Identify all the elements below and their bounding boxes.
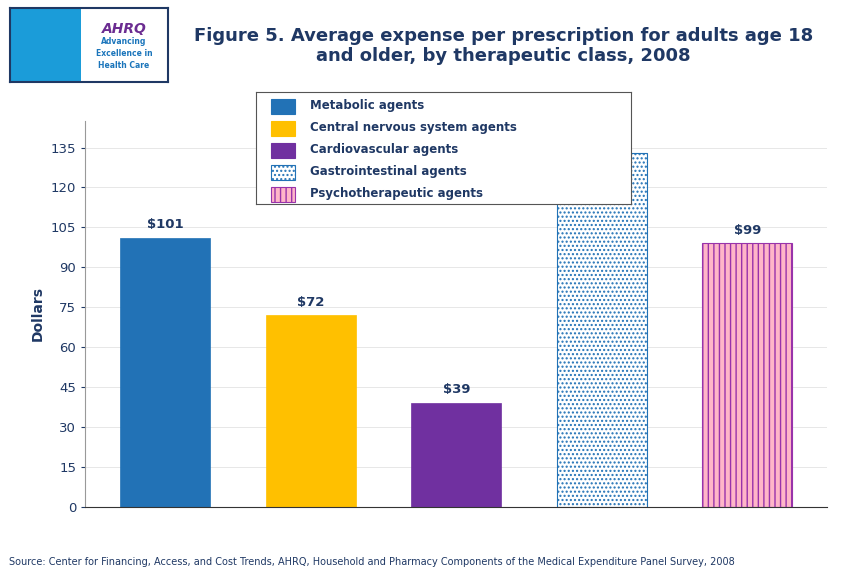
Text: $72: $72 (296, 295, 324, 309)
Bar (120, 238, 210, 507)
Bar (411, 403, 501, 507)
FancyBboxPatch shape (271, 165, 295, 180)
Text: Cardiovascular agents: Cardiovascular agents (310, 143, 458, 156)
Bar (266, 315, 355, 507)
Text: $39: $39 (442, 384, 469, 396)
Bar (556, 153, 646, 507)
Text: $101: $101 (147, 218, 183, 232)
Text: AHRQ: AHRQ (101, 22, 146, 36)
Text: Psychotherapeutic agents: Psychotherapeutic agents (310, 187, 483, 200)
Bar (10, 8, 81, 82)
FancyBboxPatch shape (271, 187, 295, 202)
FancyBboxPatch shape (271, 100, 295, 114)
Text: $133: $133 (583, 133, 619, 146)
Text: Figure 5. Average expense per prescription for adults age 18
and older, by thera: Figure 5. Average expense per prescripti… (193, 26, 812, 66)
FancyBboxPatch shape (271, 143, 295, 158)
Text: Metabolic agents: Metabolic agents (310, 99, 424, 112)
Text: Central nervous system agents: Central nervous system agents (310, 121, 516, 134)
Bar (701, 244, 792, 507)
FancyBboxPatch shape (271, 122, 295, 136)
Text: Gastrointestinal agents: Gastrointestinal agents (310, 165, 467, 178)
Text: Advancing
Excellence in
Health Care: Advancing Excellence in Health Care (95, 37, 152, 70)
Y-axis label: Dollars: Dollars (32, 286, 45, 342)
Text: Source: Center for Financing, Access, and Cost Trends, AHRQ, Household and Pharm: Source: Center for Financing, Access, an… (9, 558, 734, 567)
Text: $99: $99 (733, 223, 760, 237)
